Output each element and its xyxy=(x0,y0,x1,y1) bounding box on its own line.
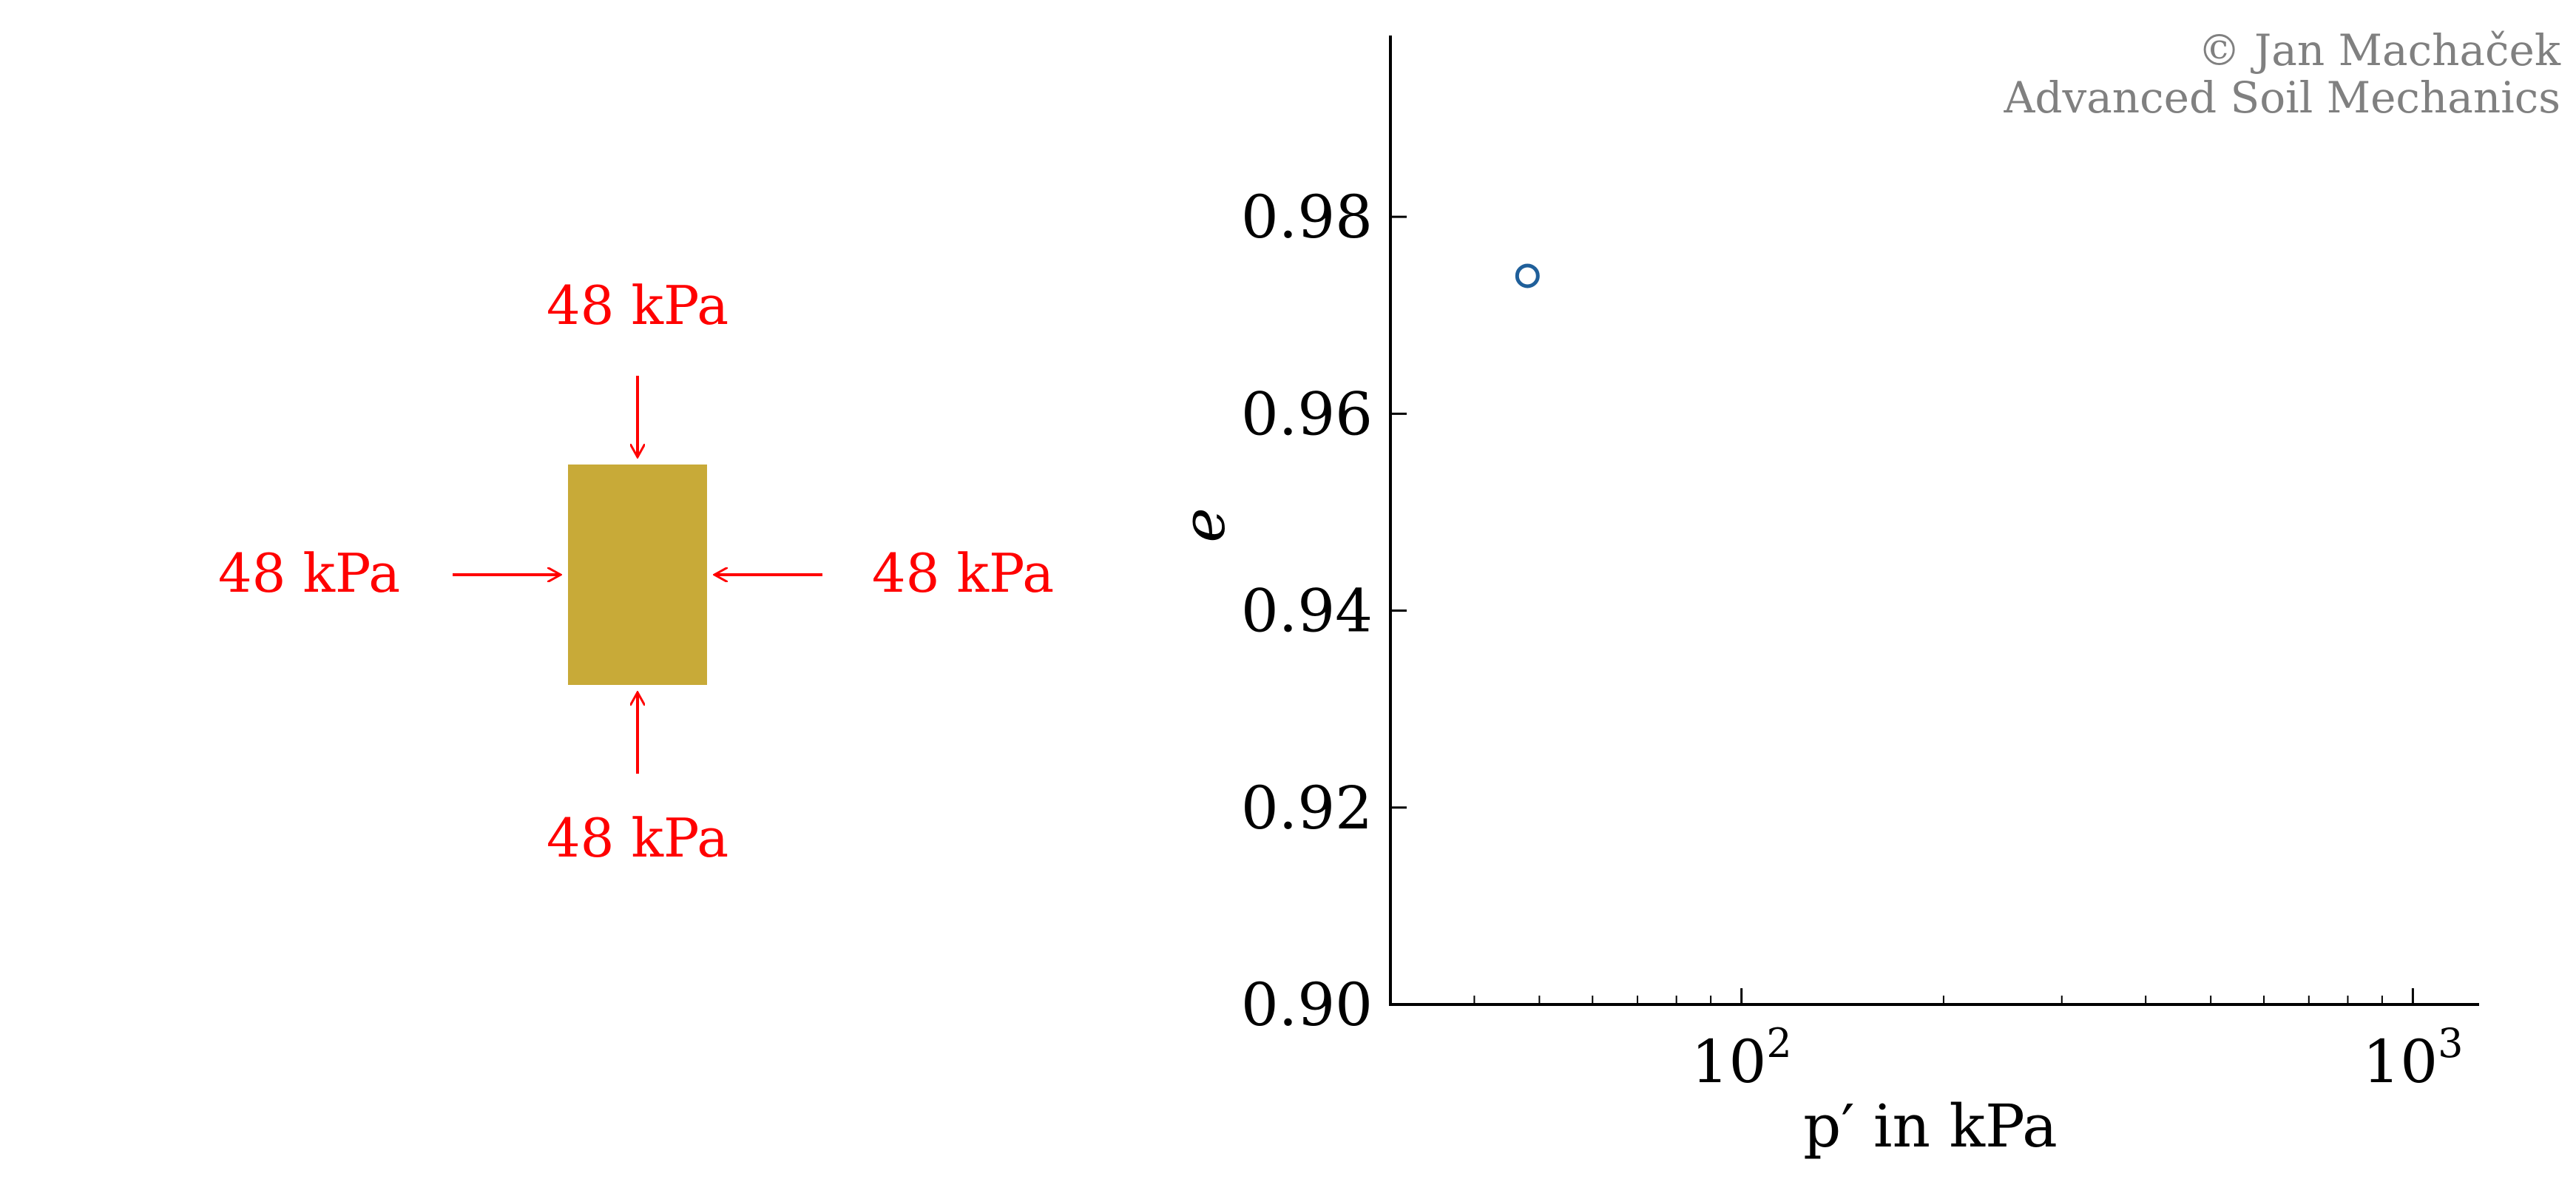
y-tick-label: 0.98 xyxy=(1241,183,1373,251)
x-tick-label: 103 xyxy=(2362,1020,2463,1096)
x-ticks: 102 103 xyxy=(1390,988,2464,1096)
stress-label-top: 48 kPa xyxy=(547,274,728,337)
stress-label-bottom: 48 kPa xyxy=(547,807,728,869)
y-tick-label: 0.96 xyxy=(1241,379,1373,448)
void-ratio-chart: 0.90 0.92 0.94 0.96 0.98 102 103 e p′ in kPa xyxy=(1169,36,2479,1161)
y-tick-label: 0.92 xyxy=(1241,774,1373,842)
data-points xyxy=(1515,263,1540,288)
data-point xyxy=(1515,263,1540,288)
y-ticks: 0.90 0.92 0.94 0.96 0.98 xyxy=(1241,183,1407,1039)
soil-specimen xyxy=(568,465,707,685)
y-tick-label: 0.94 xyxy=(1241,577,1373,646)
stress-diagram: 48 kPa 48 kPa 48 kPa 48 kPa xyxy=(218,274,1054,869)
y-axis-label: e xyxy=(1169,507,1238,542)
copyright-line-1: © Jan Machaček xyxy=(2198,25,2561,75)
stress-label-left: 48 kPa xyxy=(218,542,400,604)
copyright-line-2: Advanced Soil Mechanics xyxy=(2003,72,2560,123)
x-tick-label: 102 xyxy=(1691,1020,1792,1096)
stress-label-right: 48 kPa xyxy=(872,542,1054,604)
y-tick-label: 0.90 xyxy=(1241,970,1373,1039)
x-axis-label: p′ in kPa xyxy=(1803,1092,2058,1161)
